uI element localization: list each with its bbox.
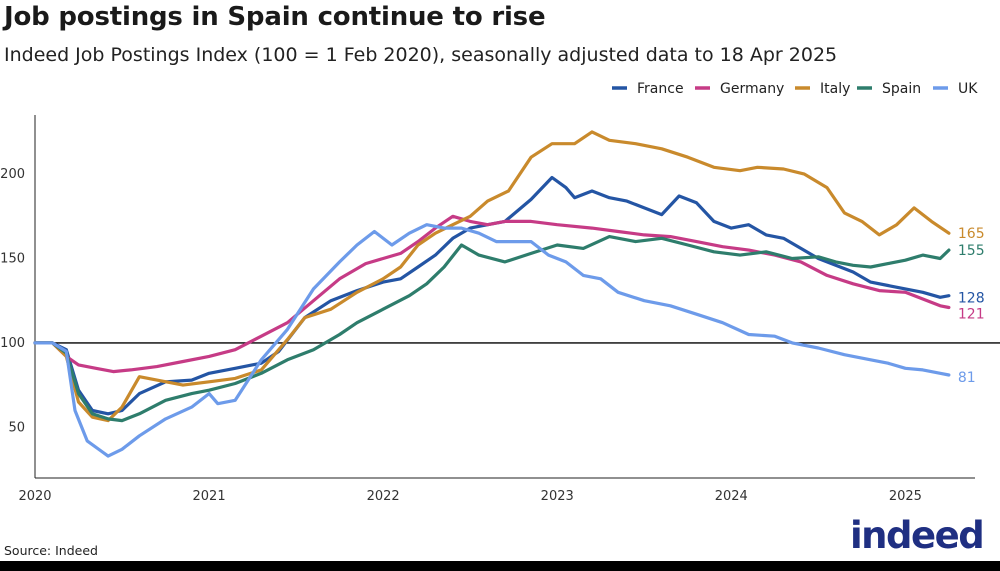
chart-subtitle: Indeed Job Postings Index (100 = 1 Feb 2… (4, 44, 838, 66)
end-label-germany: 121 (958, 306, 985, 322)
end-label-france: 128 (958, 291, 985, 307)
end-label-uk: 81 (958, 370, 976, 386)
series-line-italy (33, 130, 951, 423)
series-line-france (33, 175, 951, 416)
legend-label-spain: Spain (882, 81, 921, 97)
x-tick-label-2021: 2021 (193, 489, 226, 504)
legend-label-uk: UK (958, 81, 978, 97)
y-tick-label-200: 200 (0, 167, 25, 182)
legend-label-france: France (637, 81, 684, 97)
series-line-spain (33, 235, 951, 423)
indeed-logo: indeed (850, 514, 985, 557)
x-tick-label-2022: 2022 (367, 489, 400, 504)
x-tick-label-2024: 2024 (715, 489, 748, 504)
x-tick-label-2020: 2020 (18, 489, 51, 504)
y-tick-label-150: 150 (0, 252, 25, 267)
x-tick-label-2025: 2025 (889, 489, 922, 504)
series-lines (33, 130, 951, 458)
end-label-italy: 165 (958, 226, 985, 242)
legend-label-germany: Germany (720, 81, 784, 97)
series-line-uk (33, 223, 951, 458)
source-note: Source: Indeed (4, 543, 98, 558)
legend: France Germany Italy Spain UK (612, 81, 978, 97)
bottom-bar (0, 561, 1000, 571)
legend-label-italy: Italy (820, 81, 850, 97)
y-tick-label-100: 100 (0, 336, 25, 351)
end-label-spain: 155 (958, 243, 985, 259)
y-tick-label-50: 50 (8, 420, 25, 435)
x-tick-label-2023: 2023 (541, 489, 574, 504)
axes: 50 100 150 200 2020 2021 2022 2023 2024 2025 (0, 115, 1000, 504)
chart-title: Job postings in Spain continue to rise (4, 2, 546, 32)
line-chart: France Germany Italy Spain UK 50 100 150 200 202… (0, 81, 1000, 504)
